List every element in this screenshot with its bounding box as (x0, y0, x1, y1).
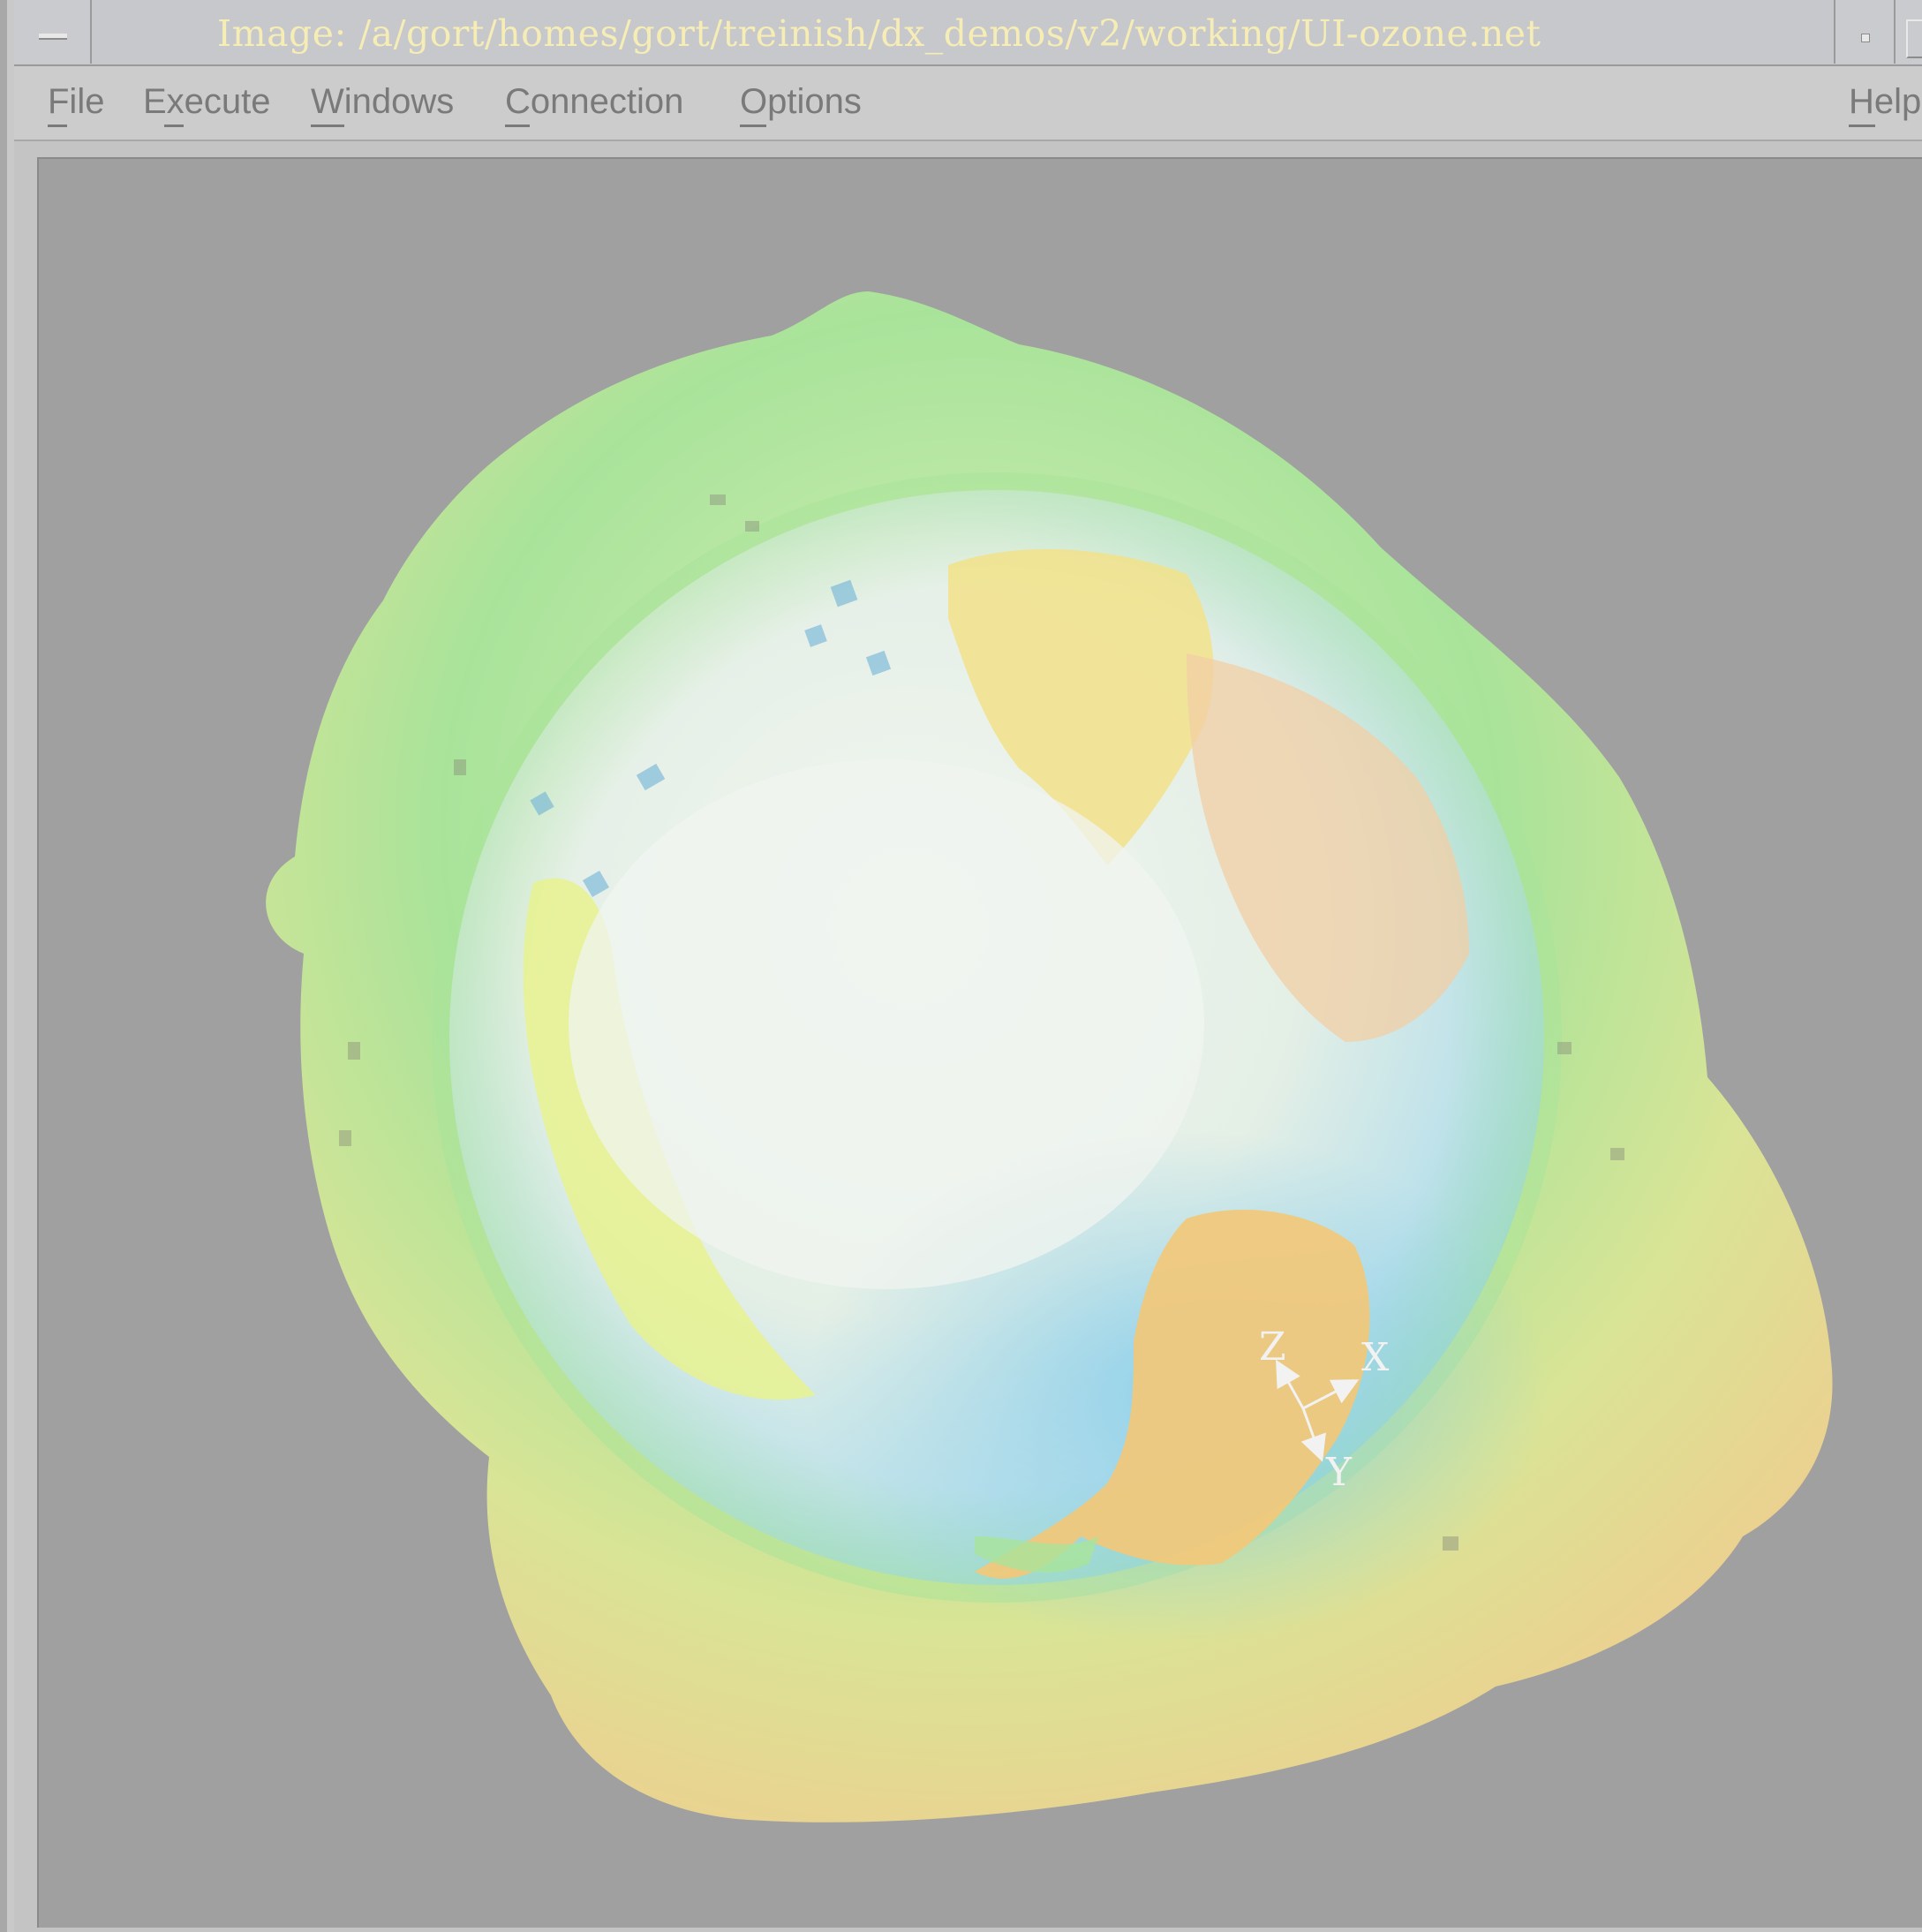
continent-africa (948, 548, 1214, 865)
mnemonic-underline (505, 125, 530, 127)
menu-file-label: File (48, 82, 105, 121)
antarctic-peninsula (975, 1536, 1098, 1573)
data-gap-patches (530, 579, 892, 898)
title-bar[interactable]: Image: /a/gort/homes/gort/treinish/dx_de… (14, 0, 1922, 66)
menu-execute-label: Execute (143, 82, 271, 121)
menu-options[interactable]: Options (740, 82, 862, 127)
cloud-cover (569, 759, 1204, 1289)
menu-connection[interactable]: Connection (505, 82, 684, 127)
menu-bar: File Execute Windows Connection Options … (14, 66, 1922, 141)
menu-help-label: Help (1849, 82, 1922, 121)
menu-windows-label: Windows (311, 82, 455, 121)
maximize-button[interactable] (1896, 0, 1922, 64)
window-menu-icon (39, 34, 67, 40)
window-menu-button[interactable] (14, 0, 92, 64)
axis-label-y: Y (1325, 1450, 1353, 1495)
maximize-icon (1906, 19, 1922, 58)
axis-triad: Z X Y (1259, 1324, 1390, 1495)
minimize-button[interactable] (1834, 0, 1896, 64)
minimize-icon (1861, 34, 1870, 42)
menu-execute[interactable]: Execute (143, 82, 271, 127)
menu-connection-label: Connection (505, 82, 684, 121)
mnemonic-underline (164, 125, 184, 127)
mnemonic-underline (48, 125, 67, 127)
continent-asia (1187, 653, 1469, 1042)
menu-file[interactable]: File (48, 82, 105, 127)
menu-help[interactable]: Help (1849, 82, 1922, 127)
window-title: Image: /a/gort/homes/gort/treinish/dx_de… (217, 12, 1541, 55)
continent-antarctica (975, 1210, 1370, 1579)
axis-label-x: X (1361, 1335, 1390, 1380)
mnemonic-underline (1849, 125, 1875, 127)
menu-options-label: Options (740, 82, 862, 121)
mnemonic-underline (311, 125, 344, 127)
ozone-globe-render: Z X Y (266, 291, 1833, 1823)
axis-label-z: Z (1259, 1324, 1286, 1370)
menu-windows[interactable]: Windows (311, 82, 455, 127)
image-viewport[interactable]: Z X Y (37, 157, 1922, 1928)
ozone-shell-speckles (339, 494, 1624, 1551)
mnemonic-underline (740, 125, 766, 127)
